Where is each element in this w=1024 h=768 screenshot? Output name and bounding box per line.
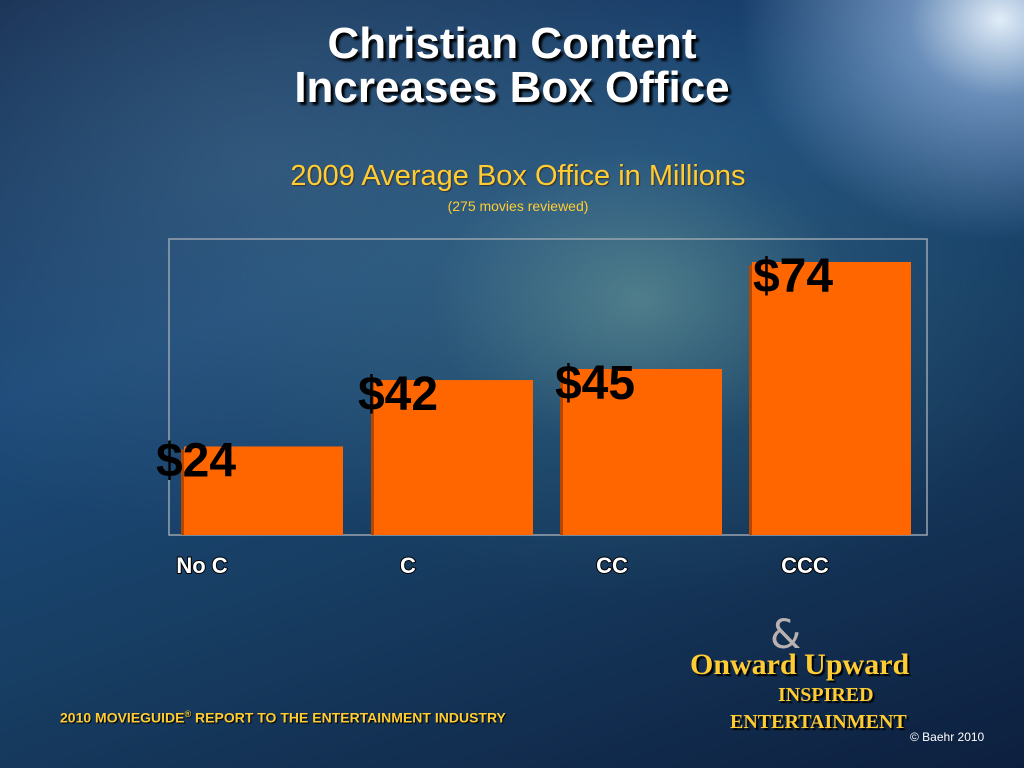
- slide-title: Christian Content Increases Box Office: [0, 22, 1024, 110]
- bar-no-c: [184, 446, 343, 535]
- plot-frame: [168, 238, 928, 536]
- chart-subtitle: 2009 Average Box Office in Millions: [290, 160, 746, 192]
- footer-brand: 2010 MOVIEGUIDE: [60, 709, 185, 726]
- title-line-2: Increases Box Office: [294, 63, 730, 112]
- x-tick-label: CC: [596, 553, 628, 578]
- logo-entertainment: ENTERTAINMENT: [730, 711, 907, 733]
- footer-rest: REPORT TO THE ENTERTAINMENT INDUSTRY: [191, 709, 506, 726]
- data-label: $24: [156, 434, 236, 487]
- bar-ccc: [752, 262, 911, 535]
- x-tick-label: CCC: [781, 553, 829, 578]
- copyright-notice: © Baehr 2010: [910, 730, 985, 744]
- x-tick-label: C: [400, 553, 416, 578]
- logo-ampersand: &: [770, 612, 802, 658]
- bar-cc: [563, 368, 722, 535]
- title-line-1: Christian Content: [327, 19, 697, 68]
- data-label: $45: [555, 357, 635, 410]
- logo-inspired: INSPIRED: [778, 684, 874, 706]
- data-label: $42: [358, 368, 438, 421]
- logo-onward-upward: Onward Upward: [690, 648, 910, 681]
- chart-subnote: (275 movies reviewed): [447, 198, 589, 214]
- footer-registered-mark: ®: [184, 709, 192, 719]
- bar-c: [374, 380, 533, 535]
- x-tick-label: No C: [176, 553, 227, 578]
- bars-group: $24 No C $42 C $45 CC $74 CCC: [156, 250, 911, 579]
- footer-report: 2010 MOVIEGUIDE® REPORT TO THE ENTERTAIN…: [60, 709, 506, 726]
- data-label: $74: [753, 250, 833, 303]
